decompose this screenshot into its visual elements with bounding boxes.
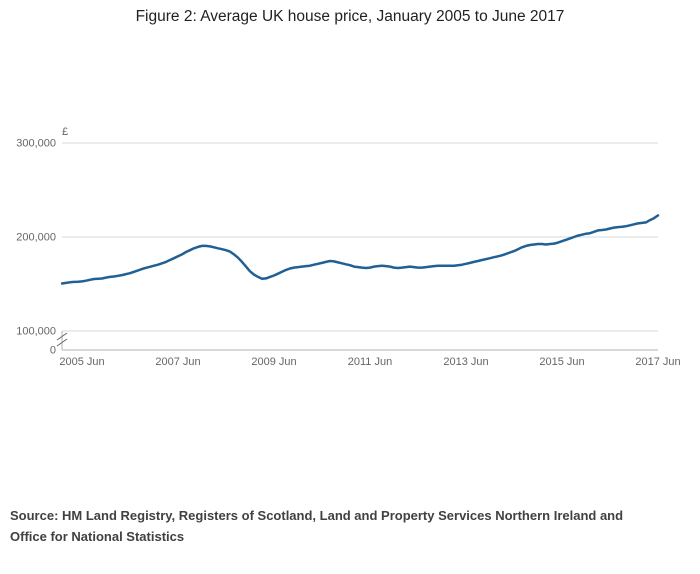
x-tick-label: 2007 Jun <box>155 356 200 368</box>
x-tick-label: 2017 Jun <box>635 356 680 368</box>
axis-break-mark <box>56 338 68 347</box>
y-tick-label: 100,000 <box>16 326 56 338</box>
y-axis-unit-label: £ <box>62 126 68 138</box>
axis-break-mark <box>56 332 68 341</box>
x-tick-label: 2015 Jun <box>539 356 584 368</box>
x-tick-label: 2005 Jun <box>59 356 104 368</box>
x-tick-label: 2013 Jun <box>443 356 488 368</box>
y-tick-label: 0 <box>50 345 56 357</box>
source-line-2: Office for National Statistics <box>10 529 185 545</box>
source-line-1: Source: HM Land Registry, Registers of S… <box>10 508 624 523</box>
house-price-chart: 300,000 200,000 100,000 0 £2005 Jun 2007 Jun 2… <box>16 126 680 368</box>
source-note: Source: HM Land Registry, Registers of S… <box>10 505 688 548</box>
x-tick-label: 2009 Jun <box>251 356 296 368</box>
figure-title: Figure 2: Average UK house price, Januar… <box>135 8 565 25</box>
x-tick-label: 2011 Jun <box>348 356 392 368</box>
y-tick-label: 200,000 <box>16 232 56 244</box>
y-tick-label: 300,000 <box>16 138 56 150</box>
house-price-series-line <box>60 214 660 285</box>
